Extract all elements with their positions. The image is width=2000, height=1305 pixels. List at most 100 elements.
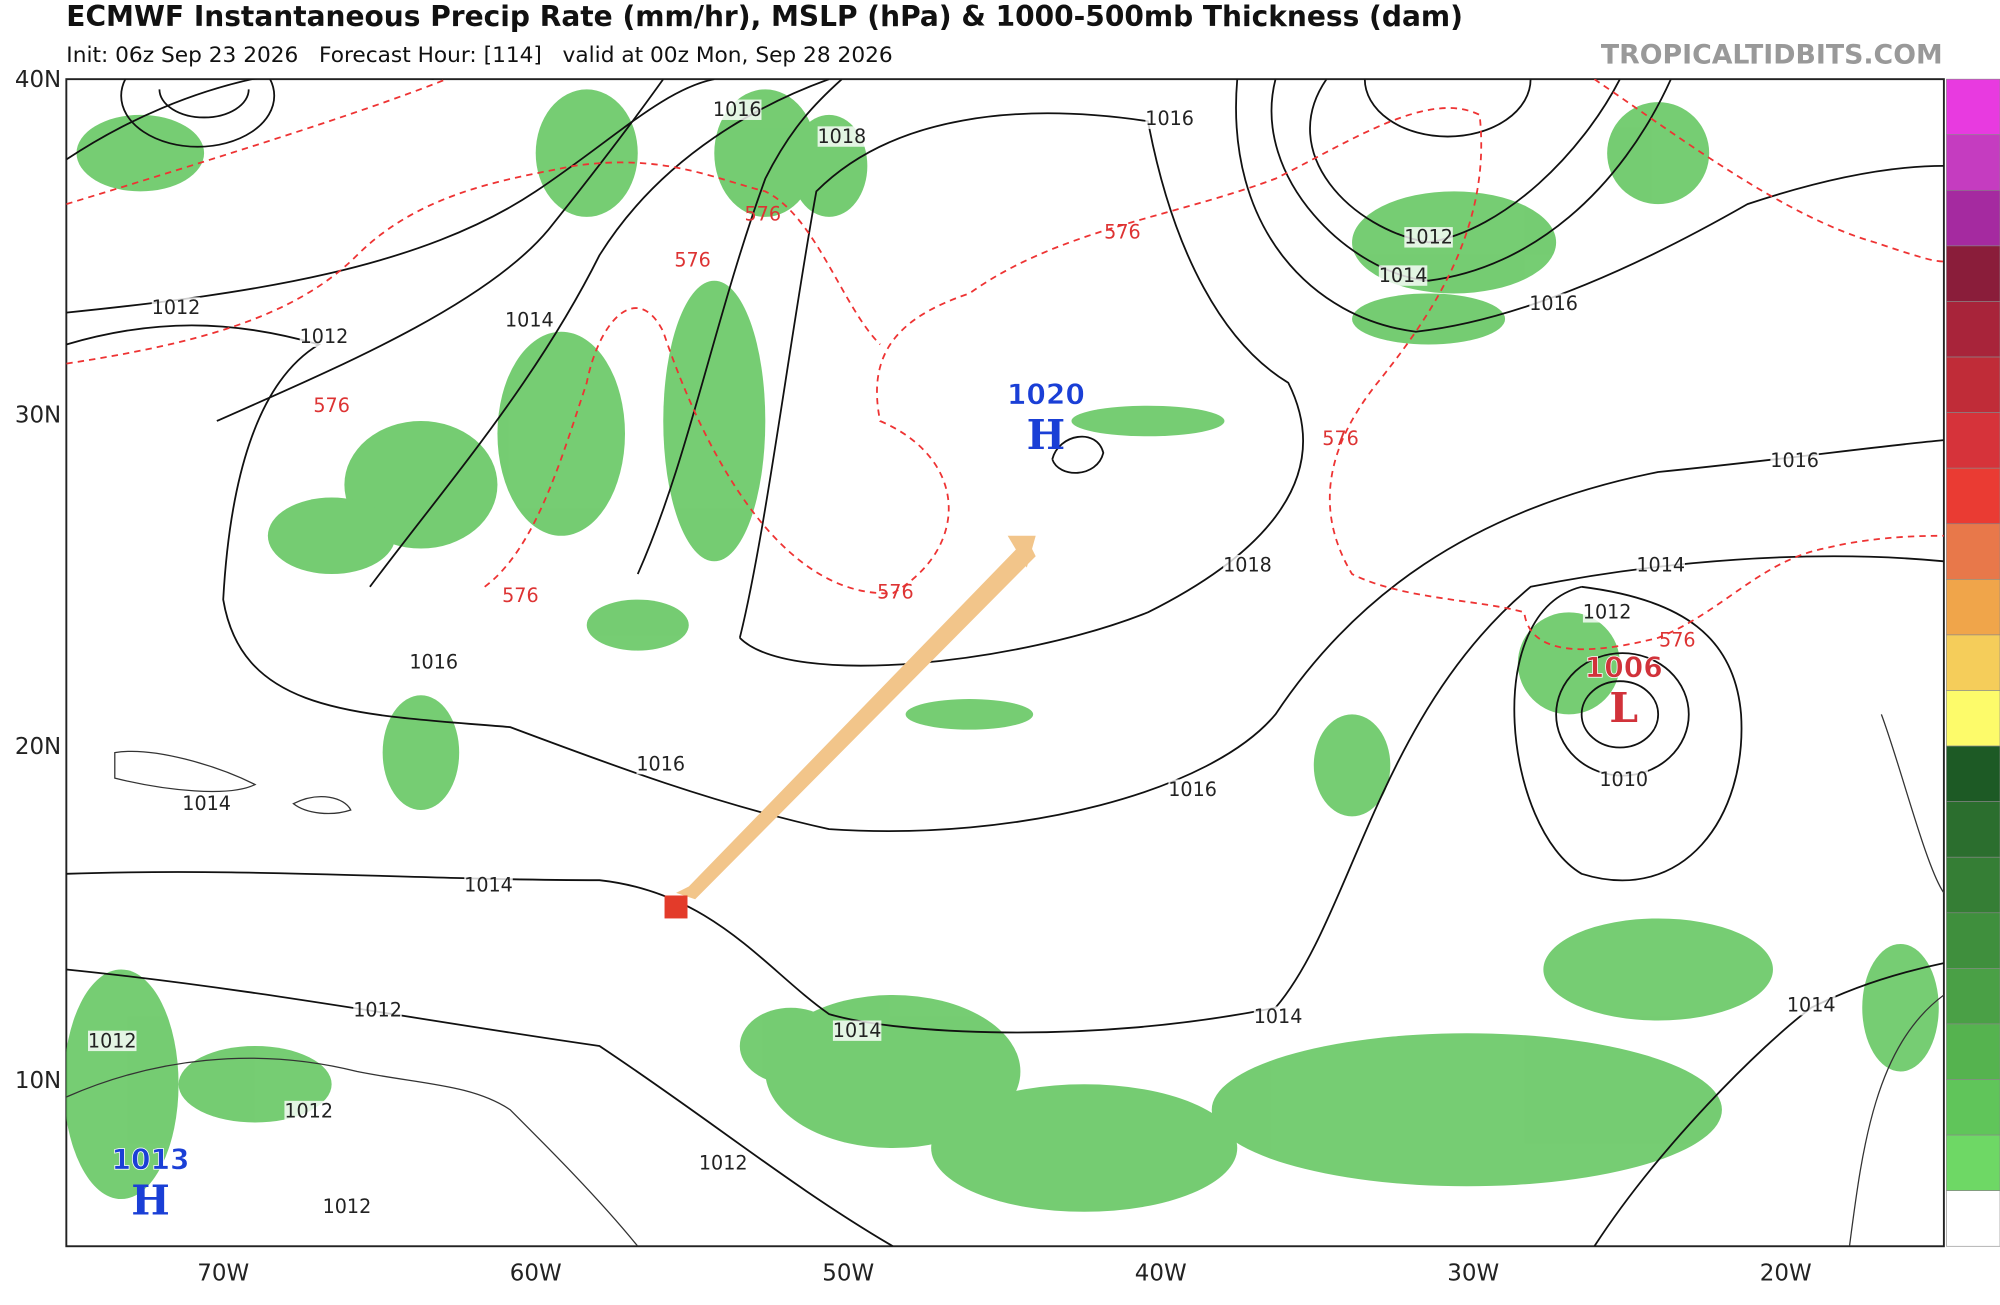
isobar-label: 1016 [1168, 778, 1217, 801]
isobar-label: 1012 [300, 325, 349, 348]
title: ECMWF Instantaneous Precip Rate (mm/hr),… [66, 0, 1463, 33]
coastlines [66, 714, 1944, 1247]
precip-area [739, 1007, 842, 1085]
label-bg [1223, 554, 1272, 576]
isobar-label: 1018 [1223, 554, 1272, 577]
thickness-label: 576 [1104, 221, 1141, 244]
colorbar-swatch [1946, 579, 2000, 636]
colorbar-swatch [1946, 1134, 2000, 1191]
center-pressure: 1020 [1007, 378, 1085, 411]
colorbar-swatch [1946, 134, 2000, 191]
colorbar [1946, 78, 2000, 1247]
center-pressure: 1006 [1585, 651, 1663, 684]
label-bg [1529, 293, 1578, 314]
thickness-label: 576 [1322, 427, 1359, 450]
precip-area [663, 280, 766, 562]
precip-area [1071, 405, 1225, 437]
colorbar-swatch [1946, 1190, 2000, 1247]
isobar-label: 1016 [713, 98, 762, 121]
isobar-label: 1014 [833, 1019, 882, 1042]
precip-area [1313, 714, 1391, 817]
precip-area [382, 695, 460, 811]
label-bg [1168, 779, 1217, 800]
isobar-label: 1014 [1254, 1005, 1303, 1028]
label-bg [299, 326, 349, 348]
label-bg [698, 1153, 748, 1174]
colorbar-swatch [1946, 301, 2000, 358]
isobar-label: 1014 [1636, 554, 1685, 577]
isobar-label: 1012 [1583, 601, 1632, 624]
center-symbol: L [1609, 684, 1638, 732]
precip-area [1607, 102, 1710, 205]
center-symbol: H [1027, 411, 1066, 459]
colorbar-swatch [1946, 1079, 2000, 1136]
thickness-contours [66, 79, 1944, 651]
map: 40N 30N 20N 10N 70W 60W 50W 40W 30W 20W 1016 1018 10… [15, 67, 2000, 1287]
precip-area [1543, 918, 1773, 1021]
colorbar-swatch [1946, 245, 2000, 302]
isobar-label: 1016 [636, 752, 685, 775]
colorbar-swatch [1946, 801, 2000, 858]
isobar-label: 1012 [699, 1152, 748, 1175]
isobar-label: 1014 [1787, 994, 1836, 1017]
label-bg [182, 793, 231, 814]
isobar-label: 1014 [505, 309, 554, 332]
colorbar-swatch [1946, 745, 2000, 802]
lon-label: 40W [1135, 1261, 1187, 1287]
colorbar-swatch [1946, 690, 2000, 747]
precip-area [1352, 293, 1506, 345]
isobars [66, 79, 1944, 1247]
isobar-label: 1012 [284, 1099, 333, 1122]
precip-area [535, 89, 638, 217]
colorbar-swatch [1946, 412, 2000, 469]
colorbar-swatch [1946, 968, 2000, 1025]
label-bg [284, 1100, 333, 1122]
precip-area [76, 114, 205, 192]
label-bg [1770, 450, 1819, 471]
precip-area [1862, 943, 1939, 1072]
colorbar-swatch [1946, 634, 2000, 691]
precip-area [931, 1084, 1238, 1212]
colorbar-swatch [1946, 856, 2000, 914]
isobar-label: 1012 [88, 1029, 137, 1052]
colorbar-swatch [1946, 189, 2000, 247]
thickness-label: 576 [1659, 629, 1696, 652]
label-bg [464, 875, 513, 896]
label-bg [1404, 227, 1453, 248]
isobar-label: 1014 [182, 792, 231, 815]
track-arrow [676, 538, 1036, 900]
label-bg [713, 99, 762, 120]
subtitle: Init: 06z Sep 23 2026 Forecast Hour: [11… [66, 43, 892, 68]
colorbar-swatch [1946, 467, 2000, 525]
label-bg [1636, 554, 1685, 576]
precip-area [586, 599, 689, 651]
isobar-label: 1016 [1529, 292, 1578, 315]
label-bg [1582, 602, 1632, 623]
label-bg [1786, 994, 1836, 1016]
isobar-label: 1014 [464, 874, 513, 897]
colorbar-swatch [1946, 78, 2000, 136]
isobar-label: 1016 [1770, 449, 1819, 472]
label-bg [88, 1030, 137, 1052]
label-bg [409, 651, 458, 673]
colorbar-swatch [1946, 1023, 2000, 1080]
isobar-label: 1014 [1379, 264, 1428, 287]
lon-label: 70W [197, 1261, 249, 1287]
label-bg [1145, 108, 1194, 129]
watermark: TROPICALTIDBITS.COM [1601, 40, 1943, 71]
label-bg [505, 310, 554, 331]
lat-label: 20N [15, 734, 61, 760]
colorbar-swatch [1946, 356, 2000, 413]
thickness-label: 576 [877, 580, 914, 603]
label-bg [322, 1196, 372, 1217]
thickness-label: 576 [674, 249, 711, 272]
isobar-label: 1016 [409, 650, 458, 673]
isobar-label: 1010 [1599, 768, 1648, 791]
center-symbol: H [131, 1176, 170, 1224]
lat-label: 30N [15, 402, 61, 428]
lon-label: 50W [822, 1261, 874, 1287]
precip-area [66, 969, 179, 1200]
label-bg [817, 126, 867, 147]
isobar-label: 1012 [1404, 226, 1453, 249]
colorbar-swatch [1946, 523, 2000, 580]
